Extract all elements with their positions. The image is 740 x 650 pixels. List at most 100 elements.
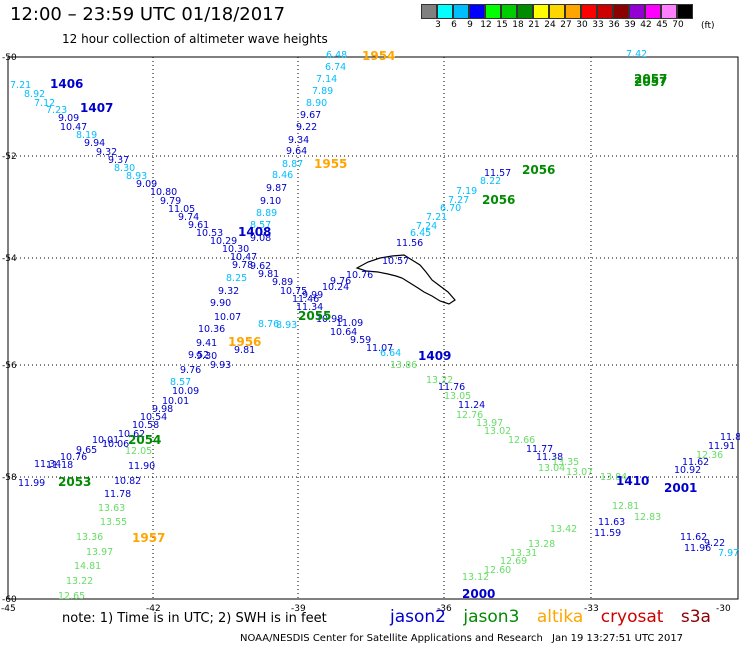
wave-height-value: 9.59 [350, 335, 371, 346]
wave-height-value: 10.76 [346, 270, 373, 281]
wave-height-value: 9.22 [296, 122, 317, 133]
wave-height-value: 11.78 [104, 489, 131, 500]
wave-height-value: 9.52 [188, 350, 209, 361]
wave-height-value: 7.21 [10, 80, 31, 91]
pass-label: 1955 [314, 157, 347, 171]
lon-tick-label: -33 [584, 604, 599, 614]
wave-height-value: 10.80 [150, 187, 177, 198]
wave-height-value: 7.23 [46, 105, 67, 116]
lat-tick-label: -56 [2, 361, 17, 371]
wave-height-value: 7.27 [448, 195, 469, 206]
chart-subtitle: 12 hour collection of altimeter wave hei… [62, 32, 328, 46]
wave-height-value: 9.65 [76, 445, 97, 456]
pass-label: 2054 [128, 433, 161, 447]
wave-height-value: 12.81 [612, 501, 639, 512]
pass-label: 2053 [58, 475, 91, 489]
legend-label: 15 [496, 20, 508, 30]
legend-color-boxes [421, 4, 693, 19]
wave-height-value: 12.66 [508, 435, 535, 446]
wave-height-value: 11.62 [682, 457, 709, 468]
wave-height-value: 8.93 [126, 171, 147, 182]
wave-height-value: 13.04 [538, 463, 565, 474]
wave-height-value: 6.74 [325, 62, 346, 73]
wave-height-value: 11.62 [680, 532, 707, 543]
wave-height-value: 10.82 [114, 476, 141, 487]
wave-height-value: 9.99 [302, 290, 323, 301]
legend-label: 6 [451, 20, 457, 30]
wave-height-value: 8.90 [306, 98, 327, 109]
legend-swatch [549, 4, 565, 19]
chart-title: 12:00 – 23:59 UTC 01/18/2017 [10, 4, 286, 25]
wave-height-value: 11.91 [708, 441, 735, 452]
wave-height-value: 11.18 [46, 460, 73, 471]
legend-label: 21 [528, 20, 540, 30]
legend-swatch [581, 4, 597, 19]
legend-labels: 3 6 9 12 15 18 21 24 27 30 33 36 39 42 45 70 [421, 19, 693, 33]
wave-height-value: 13.86 [390, 360, 417, 371]
legend-label: 36 [608, 20, 620, 30]
wave-height-value: 13.22 [426, 375, 453, 386]
wave-height-value: 11.38 [536, 452, 563, 463]
south-georgia-island [355, 254, 456, 305]
wave-height-value: 10.98 [316, 314, 343, 325]
legend-swatch [485, 4, 501, 19]
wave-height-value: 9.76 [330, 276, 351, 287]
pass-label: 1954 [362, 49, 395, 63]
legend-label: 45 [656, 20, 668, 30]
wave-height-value: 12.60 [484, 565, 511, 576]
wave-height-value: 7.89 [312, 86, 333, 97]
legend-label: 18 [512, 20, 524, 30]
wave-height-value: 12.69 [500, 556, 527, 567]
wave-height-value: 7.21 [426, 212, 447, 223]
wave-height-value: 11.77 [526, 444, 553, 455]
wave-height-value: 11.59 [594, 528, 621, 539]
legend-label: 24 [544, 20, 556, 30]
wave-height-value: 13.02 [484, 426, 511, 437]
satellite-key: jason2 jason3 altika cryosat s3a [390, 607, 723, 627]
legend-unit: (ft) [701, 21, 715, 31]
map-frame [7, 56, 739, 600]
legend-label: 42 [640, 20, 652, 30]
wave-height-value: 13.42 [550, 524, 577, 535]
pass-label: 2057 [634, 72, 667, 86]
wave-height-value: 9.67 [300, 110, 321, 121]
wave-height-value: 12.36 [696, 450, 723, 461]
wave-height-value: 11.76 [438, 382, 465, 393]
wave-height-value: 9.78 [232, 260, 253, 271]
wave-height-value: 11.85 [720, 432, 740, 443]
wave-height-value: 9.90 [210, 298, 231, 309]
wave-height-value: 7.24 [416, 221, 437, 232]
wave-height-value: 10.64 [330, 327, 357, 338]
wave-height-value: 13.12 [462, 572, 489, 583]
wave-height-value: 9.30 [196, 351, 217, 362]
legend-swatch [661, 4, 677, 19]
wave-height-value: 9.32 [218, 286, 239, 297]
wave-height-value: 8.22 [480, 176, 501, 187]
wave-height-value: 9.98 [152, 404, 173, 415]
color-legend: 3 6 9 12 15 18 21 24 27 30 33 36 39 42 45 70 [421, 4, 693, 33]
wave-height-value: 10.09 [172, 386, 199, 397]
legend-label: 27 [560, 20, 572, 30]
legend-swatch [469, 4, 485, 19]
legend-label: 39 [624, 20, 636, 30]
legend-label: 9 [467, 20, 473, 30]
wave-height-value: 11.90 [128, 461, 155, 472]
legend-swatch [533, 4, 549, 19]
wave-height-value: 13.22 [66, 576, 93, 587]
legend-swatch [597, 4, 613, 19]
wave-height-value: 9.08 [250, 233, 271, 244]
legend-swatch [517, 4, 533, 19]
wave-height-value: 11.56 [396, 238, 423, 249]
wave-height-value: 13.84 [600, 472, 627, 483]
wave-height-value: 13.63 [98, 503, 125, 514]
wave-height-value: 9.61 [188, 220, 209, 231]
wave-height-value: 6.64 [380, 348, 401, 359]
wave-height-value: 10.01 [162, 396, 189, 407]
legend-swatch [645, 4, 661, 19]
wave-height-value: 13.28 [528, 539, 555, 550]
pass-labels: 1406140719541955205720572056205614082055… [50, 49, 697, 601]
wave-height-value: 9.34 [288, 135, 309, 146]
wave-height-value: 9.62 [250, 261, 271, 272]
sat-altika: altika [536, 607, 584, 627]
